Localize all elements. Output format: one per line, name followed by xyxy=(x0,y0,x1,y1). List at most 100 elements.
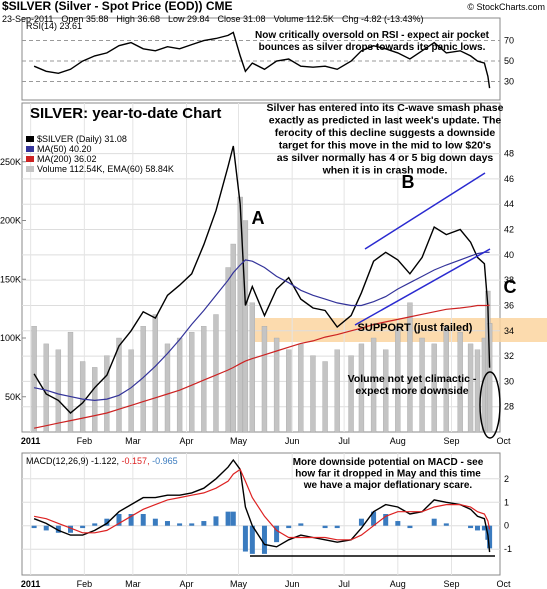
y2-tick-label: 200K xyxy=(0,216,21,226)
y-tick-label: 32 xyxy=(504,351,514,361)
legend-entry: Volume 112.54K, EMA(60) 58.84K xyxy=(37,164,174,174)
histogram-bar xyxy=(92,523,98,526)
annotation: target for this move in the mid to low $… xyxy=(279,140,492,152)
annotation: SUPPORT (just failed) xyxy=(358,322,473,334)
x-tick-label: Mar xyxy=(125,436,141,446)
volume-bar xyxy=(467,343,474,433)
volume-bar xyxy=(31,326,37,433)
volume-bar xyxy=(273,337,280,433)
volume-bar xyxy=(79,361,86,433)
legend-entry: MA(200) 36.02 xyxy=(37,154,97,164)
histogram-bar xyxy=(474,525,480,531)
x-tick-label: May xyxy=(230,436,248,446)
y-tick-label: 2 xyxy=(504,474,509,484)
histogram-bar xyxy=(481,525,487,531)
x-tick-label: Aug xyxy=(390,579,406,589)
histogram-bar xyxy=(189,523,195,526)
x-tick-label: Mar xyxy=(125,579,141,589)
annotation: SILVER: year-to-date Chart xyxy=(30,105,221,122)
y-tick-label: 44 xyxy=(504,199,514,209)
rsi-frame xyxy=(21,17,501,101)
volume-bar xyxy=(310,355,316,433)
y2-tick-label: 150K xyxy=(0,274,21,284)
histogram-bar xyxy=(468,525,474,529)
volume-bar xyxy=(116,337,122,433)
x-tick-label: Aug xyxy=(390,436,406,446)
y-tick-label: 34 xyxy=(504,326,514,336)
legend-entry: MA(50) 40.20 xyxy=(37,144,92,154)
y-tick-label: 70 xyxy=(504,36,514,46)
volume-bar xyxy=(249,302,255,433)
x-tick-label: Apr xyxy=(180,579,194,589)
header-info: Open 35.88 xyxy=(61,14,108,24)
volume-bar xyxy=(43,343,49,433)
series-line xyxy=(33,145,491,414)
annotation: B xyxy=(402,172,415,192)
volume-bar xyxy=(230,243,236,433)
histogram-bar xyxy=(358,518,364,526)
y-tick-label: 50 xyxy=(504,56,514,66)
histogram-bar xyxy=(201,521,207,526)
series-line xyxy=(33,304,490,429)
volume-bar xyxy=(128,349,134,433)
histogram-bar xyxy=(104,518,110,526)
volume-bar xyxy=(457,331,463,433)
volume-bar xyxy=(348,355,354,433)
y-tick-label: 1 xyxy=(504,497,509,507)
histogram-bar xyxy=(395,521,401,526)
header-info: Close 31.08 xyxy=(218,14,266,24)
series-line xyxy=(33,458,491,553)
legend-entry-part: MACD(12,26,9) -1.122, xyxy=(26,456,119,466)
annotation: we have a major deflationary scare. xyxy=(303,480,473,491)
volume-bar xyxy=(370,337,377,433)
histogram-bar xyxy=(242,525,248,552)
legend-entry-part: -0.157, xyxy=(119,456,150,466)
y-tick-label: 30 xyxy=(504,376,514,386)
annotation: C xyxy=(504,277,517,297)
annotation: as silver normally has 4 or 5 big down d… xyxy=(277,152,494,164)
legend-swatch xyxy=(26,136,34,142)
annotation: Silver has entered into its C-wave smash… xyxy=(267,102,504,114)
trend-channel xyxy=(364,172,486,250)
volume-bar xyxy=(55,349,62,433)
histogram-bar xyxy=(286,525,292,529)
volume-bar xyxy=(164,343,171,433)
volume-bar xyxy=(322,361,328,433)
histogram-bar xyxy=(67,525,73,533)
histogram-bar xyxy=(225,511,231,526)
x-tick-label: Feb xyxy=(77,579,93,589)
histogram-bar xyxy=(31,525,37,529)
volume-bar xyxy=(407,302,413,433)
legend-entry: RSI(14) 23.61 xyxy=(26,21,82,31)
volume-bar xyxy=(176,337,183,433)
volume-bar xyxy=(443,326,449,433)
x-tick-label: 2011 xyxy=(21,579,41,589)
x-tick-label: Jun xyxy=(285,436,300,446)
annotation: when it is in crash mode. xyxy=(322,165,448,177)
volume-bar xyxy=(358,343,365,433)
volume-bar xyxy=(334,349,340,433)
background-layer xyxy=(21,17,547,576)
trend-channel xyxy=(354,248,491,326)
y-tick-label: 30 xyxy=(504,77,514,87)
series-line xyxy=(33,251,490,402)
annotation: Now critically oversold on RSI - expect … xyxy=(255,30,490,41)
y-tick-label: 38 xyxy=(504,275,514,285)
volume-bar xyxy=(225,267,231,433)
histogram-bar xyxy=(55,525,61,533)
legend-entry-part: RSI(14) 23.61 xyxy=(26,21,82,31)
x-tick-label: 2011 xyxy=(21,436,41,446)
legend-swatch xyxy=(26,156,34,162)
x-tick-label: Sep xyxy=(443,436,459,446)
y-tick-label: 36 xyxy=(504,300,514,310)
x-tick-label: Oct xyxy=(496,579,511,589)
histogram-bar xyxy=(43,525,49,531)
histogram-bar xyxy=(261,525,267,554)
x-tick-label: Sep xyxy=(443,579,459,589)
x-tick-label: Jun xyxy=(285,579,300,589)
header-info: 23-Sep-2011 xyxy=(2,14,53,24)
x-tick-label: Oct xyxy=(496,436,511,446)
histogram-bar xyxy=(274,525,280,543)
volume-bar xyxy=(431,343,437,433)
y-tick-label: 28 xyxy=(504,402,514,412)
